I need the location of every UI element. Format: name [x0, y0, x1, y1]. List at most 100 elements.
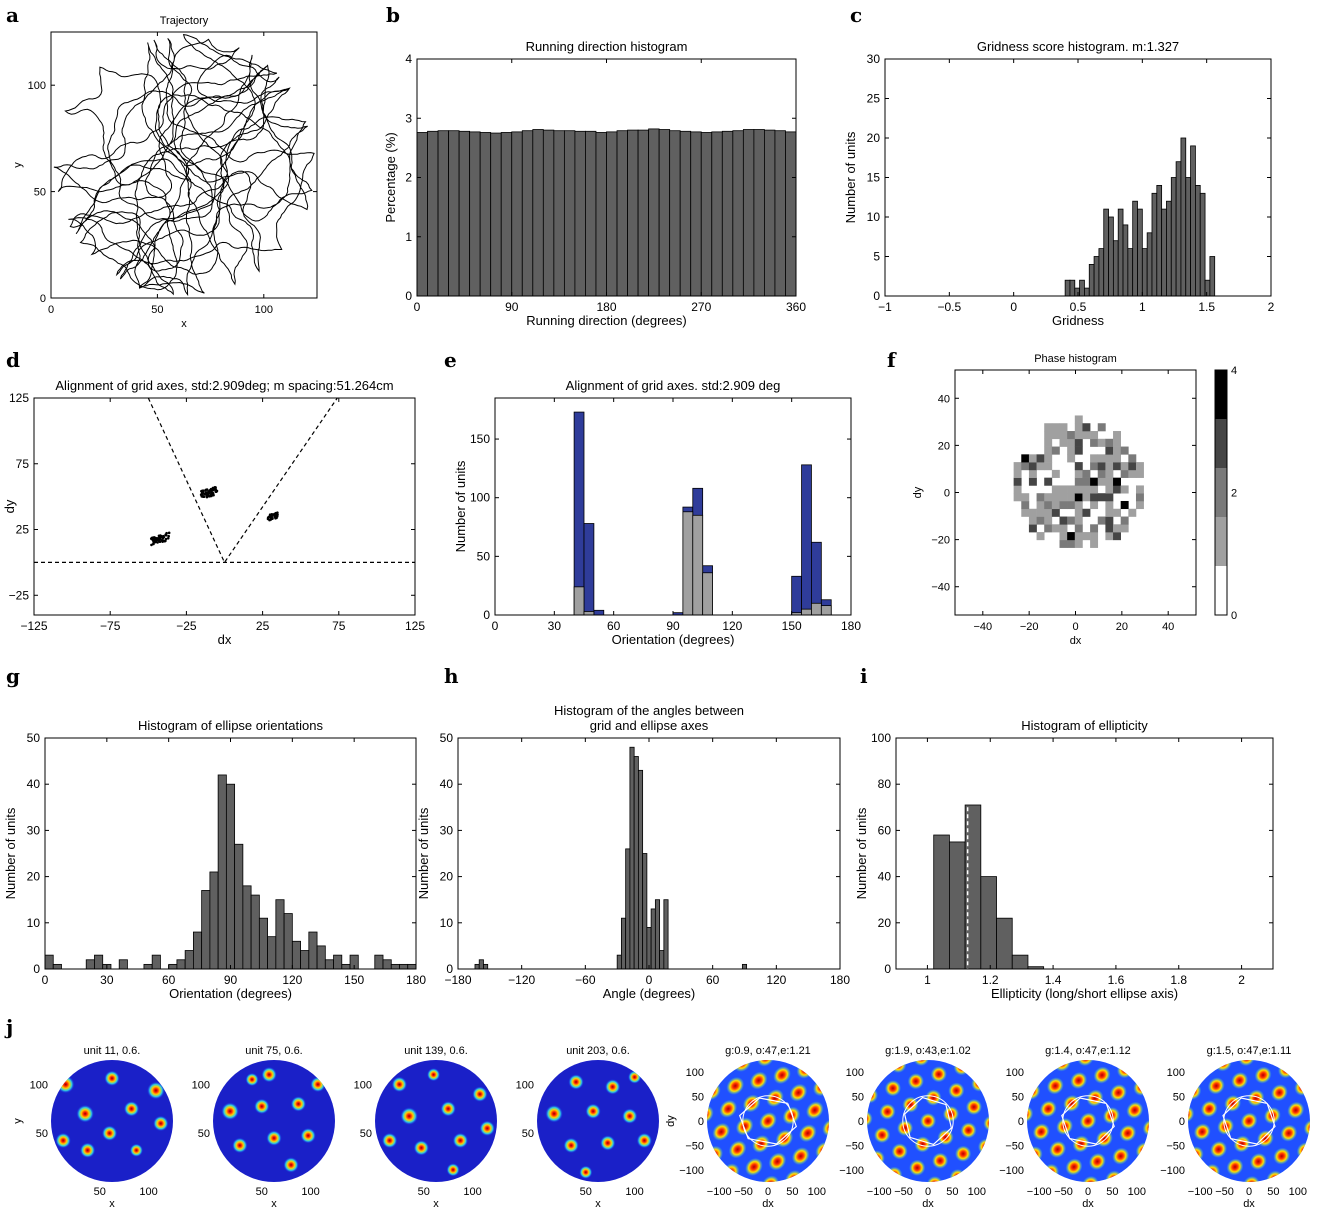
heatmap-cell — [1044, 493, 1053, 502]
bar — [637, 769, 644, 970]
heatmap-cell — [1082, 485, 1091, 494]
scatter-point — [204, 488, 208, 492]
autocorr-peak — [1102, 1107, 1120, 1125]
colorbar-frame — [1214, 369, 1228, 616]
firing-field — [568, 1074, 584, 1090]
autocorr-peak — [1146, 1093, 1170, 1117]
bar — [621, 917, 627, 970]
heatmap-cell — [1128, 462, 1137, 471]
bar — [627, 129, 639, 297]
firing-field — [232, 1137, 248, 1154]
bar — [753, 129, 765, 297]
heatmap-cell — [1036, 532, 1045, 541]
panel-label-f: f — [887, 348, 897, 372]
bar — [616, 954, 622, 970]
x-tick-label: 0 — [48, 304, 54, 316]
y-tick-label: −50 — [1166, 1140, 1185, 1152]
bar — [593, 609, 605, 616]
bar — [1180, 137, 1187, 297]
bar — [682, 511, 694, 616]
heatmap-cell — [1105, 516, 1114, 525]
bar — [933, 834, 950, 970]
colorbar-segment — [1215, 419, 1227, 468]
heatmap-cell — [1105, 477, 1114, 486]
autocorr-peak — [1263, 1107, 1281, 1125]
autocorr-peak — [1200, 1100, 1218, 1118]
heatmap-cell — [1059, 500, 1068, 510]
bar — [654, 899, 661, 970]
y-tick-label: 100 — [192, 1079, 210, 1091]
heatmap-cell — [1044, 500, 1053, 510]
bar — [606, 131, 618, 297]
x-axis-label: Orientation (degrees) — [169, 986, 292, 1001]
heatmap-cell — [1051, 446, 1060, 455]
scatter-point — [162, 534, 165, 538]
bar — [209, 871, 219, 970]
autocorr-peak — [752, 1135, 770, 1153]
heatmap-cell — [1074, 438, 1083, 447]
bar — [659, 950, 665, 970]
x-tick-label: 50 — [946, 1186, 958, 1198]
heatmap-cell — [1090, 454, 1099, 463]
x-tick-label: 60 — [162, 973, 176, 987]
firing-field — [545, 1104, 563, 1123]
bar — [658, 129, 671, 297]
x-tick-label: 100 — [1128, 1186, 1146, 1198]
y-tick-label: −100 — [999, 1165, 1024, 1177]
x-tick-label: 2 — [1268, 300, 1275, 314]
y-tick-label: 20 — [938, 440, 950, 452]
x-tick-label: 0 — [646, 973, 653, 987]
bar — [407, 963, 417, 970]
x-axis-label: dx — [1243, 1198, 1255, 1210]
bar — [448, 130, 460, 297]
heatmap-cell — [1113, 524, 1121, 533]
y-axis-label: Number of units — [854, 807, 869, 899]
autocorr-peak — [1231, 1072, 1249, 1089]
heatmap-cell — [1074, 462, 1083, 471]
bar — [316, 945, 326, 970]
heatmap-cell — [1097, 477, 1106, 486]
x-tick-label: 25 — [256, 619, 270, 633]
bar — [785, 131, 797, 297]
heatmap-cell — [1067, 446, 1076, 455]
autocorr-peak — [707, 1105, 714, 1124]
scatter-point — [152, 542, 155, 545]
scatter-point — [154, 538, 158, 542]
x-tick-label: 150 — [344, 973, 364, 987]
x-tick-label: 0 — [492, 619, 499, 633]
y-tick-label: −25 — [9, 588, 30, 602]
autocorr-peak — [1032, 1123, 1050, 1141]
bar — [217, 774, 227, 970]
bar — [1098, 248, 1105, 297]
heatmap-cell — [1059, 485, 1068, 494]
heatmap-cell — [1097, 469, 1106, 478]
x-tick-label: −100 — [1027, 1186, 1052, 1198]
bar — [1175, 161, 1182, 297]
rate-map-title: unit 75, 0.6. — [245, 1045, 303, 1057]
autocorr-peak — [909, 1159, 926, 1176]
scatter-point — [276, 513, 279, 516]
bar — [242, 885, 252, 970]
bar — [949, 841, 966, 970]
heatmap-cell — [1105, 500, 1114, 510]
firing-field — [55, 1132, 71, 1149]
autocorr-peak — [1065, 1158, 1083, 1176]
x-tick-label: 1 — [1139, 300, 1146, 314]
x-tick-label: −125 — [20, 619, 47, 633]
heatmap-cell — [1105, 454, 1114, 463]
x-tick-label: −0.5 — [937, 300, 961, 314]
heatmap-cell — [1097, 462, 1106, 471]
bar — [1122, 224, 1129, 297]
autocorr-peak — [1242, 1175, 1260, 1182]
y-tick-label: 50 — [198, 1128, 210, 1140]
bar — [573, 411, 585, 616]
x-tick-label: 40 — [1162, 621, 1174, 633]
heatmap-cell — [1021, 493, 1030, 502]
x-tick-label: 50 — [580, 1186, 592, 1198]
firing-field — [426, 1068, 441, 1082]
y-axis-label: Number of units — [843, 131, 858, 223]
heatmap-cell — [1059, 539, 1068, 548]
y-axis-label: y — [12, 162, 24, 168]
autocorr-peak — [798, 1124, 817, 1143]
bar — [184, 950, 194, 970]
